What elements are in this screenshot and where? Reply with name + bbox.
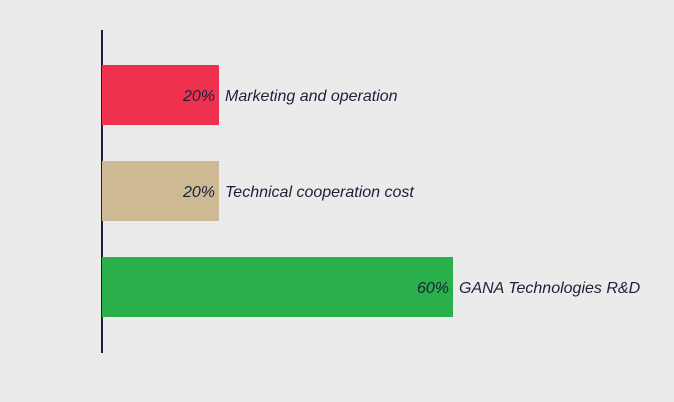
value-label-3: 60% (417, 280, 449, 297)
value-label-2: 20% (182, 184, 215, 201)
bars-group: 20% Marketing and operation 20% Technical c… (102, 65, 641, 317)
bar-3 (102, 257, 453, 317)
bar-2 (102, 161, 219, 221)
bar-1 (102, 65, 219, 125)
category-label-2: Technical cooperation cost (225, 184, 414, 201)
category-label-1: Marketing and operation (225, 88, 398, 105)
value-label-1: 20% (182, 88, 215, 105)
category-label-3: GANA Technologies R&D (459, 280, 641, 297)
